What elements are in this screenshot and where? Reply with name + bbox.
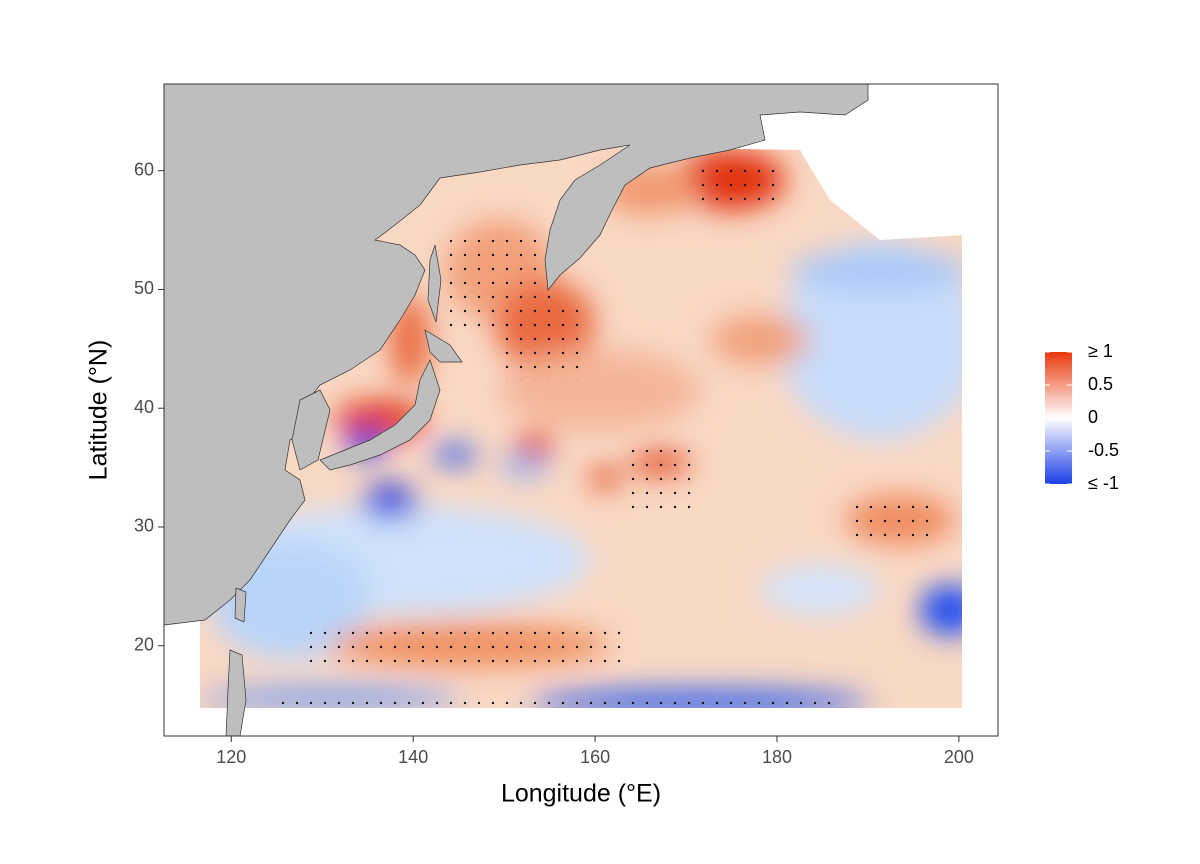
x-axis-title: Longitude (°E) <box>501 780 661 808</box>
stipple <box>620 450 700 510</box>
axes: 120 140 160 180 200 20 30 40 50 60 <box>134 159 974 766</box>
y-axis-title: Latitude (°N) <box>85 340 113 481</box>
x-tick-label: 140 <box>398 747 428 767</box>
colorbar-legend: ≥ 1 0.5 0 -0.5 ≤ -1 <box>1045 341 1119 493</box>
x-tick-label: 120 <box>216 747 246 767</box>
x-tick-label: 200 <box>944 747 974 767</box>
colorbar-label: ≥ 1 <box>1088 341 1113 361</box>
y-tick-label: 20 <box>134 634 154 654</box>
y-tick-label: 30 <box>134 516 154 536</box>
colorbar-label: -0.5 <box>1088 440 1119 460</box>
x-tick-label: 160 <box>580 747 610 767</box>
colorbar-label: ≤ -1 <box>1088 473 1119 493</box>
stipple <box>280 696 840 708</box>
stipple <box>850 500 930 540</box>
y-tick-label: 50 <box>134 278 154 298</box>
y-tick-label: 60 <box>134 159 154 179</box>
stipple <box>300 630 630 670</box>
y-tick-label: 40 <box>134 397 154 417</box>
colorbar-label: 0.5 <box>1088 374 1113 394</box>
x-tick-label: 180 <box>762 747 792 767</box>
stipple <box>690 160 780 205</box>
stipple <box>500 300 590 380</box>
plot-area <box>164 84 962 736</box>
plot-frame <box>163 83 999 737</box>
land <box>164 84 869 736</box>
colorbar-label: 0 <box>1088 407 1098 427</box>
